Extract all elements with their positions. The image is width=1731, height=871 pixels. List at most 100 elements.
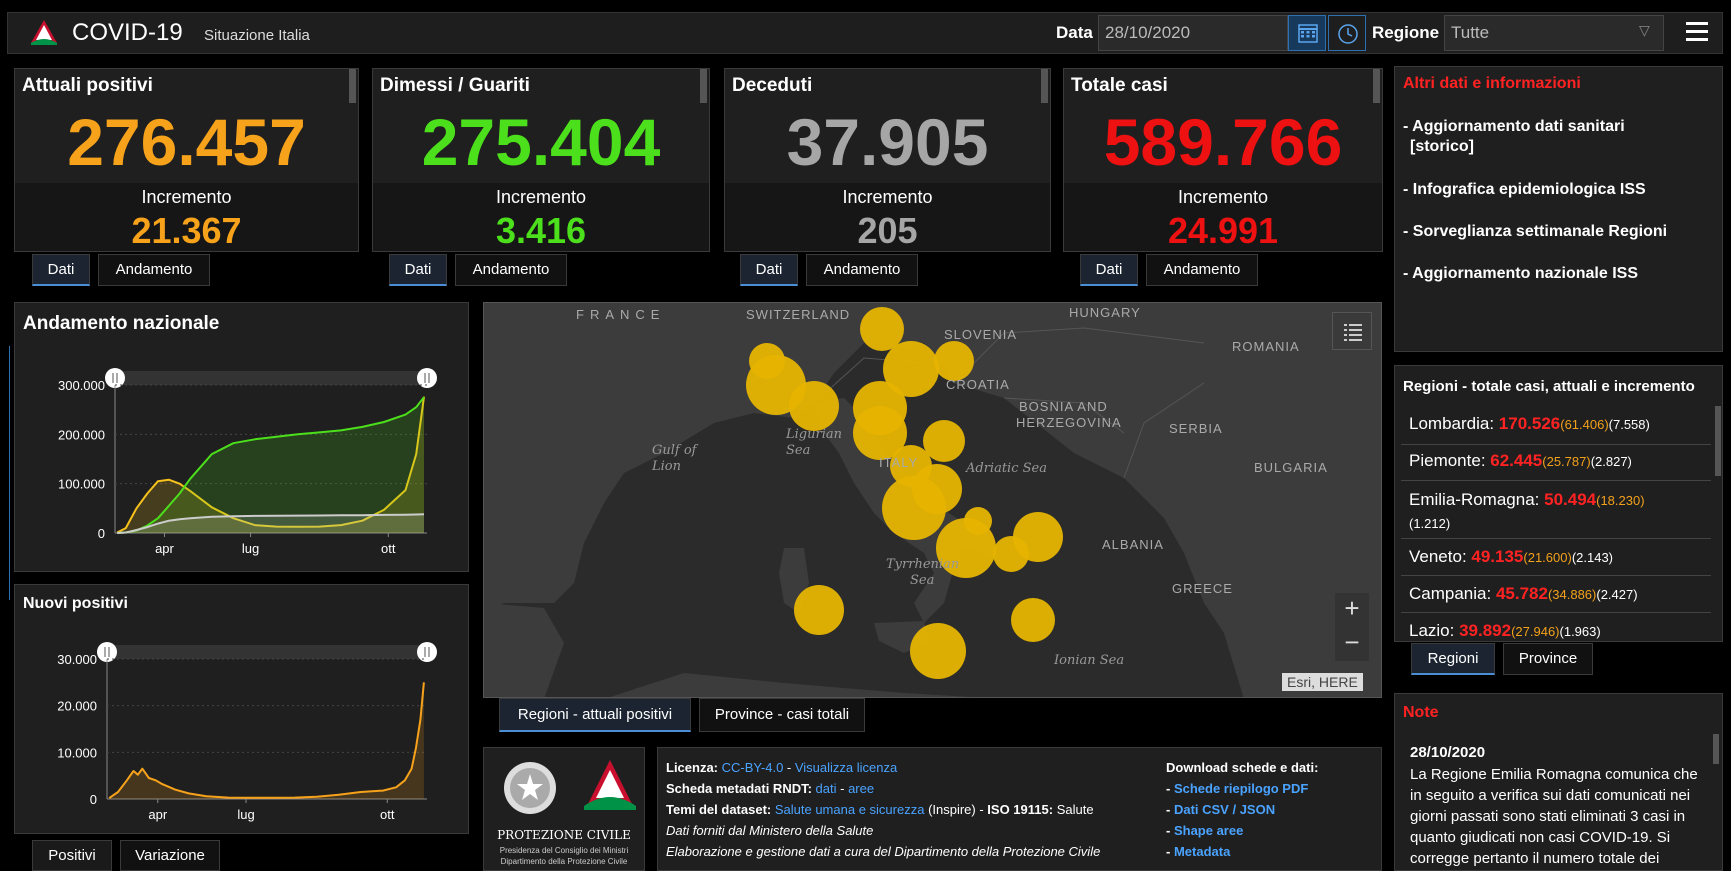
tab-andamento-guariti[interactable]: Andamento [455, 254, 567, 286]
map-label-serbia: SERBIA [1169, 421, 1223, 436]
note-text: La Regione Emilia Romagna comunica che i… [1410, 766, 1698, 867]
map-label-ligurian: Ligurian [786, 427, 842, 442]
list-item[interactable]: Lombardia: 170.526(61.406)(7.558) [1401, 409, 1711, 445]
clock-icon [1338, 24, 1358, 44]
metadata-dati-link[interactable]: dati [815, 781, 837, 796]
license-line: Licenza: CC-BY-4.0 - Visualizza licenza [666, 760, 898, 775]
series-area [117, 397, 424, 533]
y-tick-label: 30.000 [57, 652, 97, 667]
zoom-in-button[interactable]: + [1335, 593, 1369, 627]
app-subtitle: Situazione Italia [204, 27, 310, 44]
map-label-tyrrhenian-sea: Sea [910, 573, 935, 588]
region-select[interactable]: Tutte ▽ [1444, 15, 1664, 51]
range-handle-left [105, 368, 125, 388]
map-label-slovenia: SLOVENIA [944, 327, 1018, 342]
stat-increment-label: Incremento [1177, 187, 1269, 207]
download-title: Download schede e dati: [1166, 760, 1319, 775]
zoom-out-button[interactable]: − [1335, 627, 1369, 661]
regions-panel: Regioni - totale casi, attuali e increme… [1394, 365, 1723, 642]
tab-regioni[interactable]: Regioni [1411, 643, 1495, 675]
map-view[interactable]: FRANCE SWITZERLAND SLOVENIA HUNGARY ROMA… [483, 302, 1382, 698]
tab-andamento-deceduti[interactable]: Andamento [806, 254, 918, 286]
tab-province-casi-totali[interactable]: Province - casi totali [699, 698, 865, 732]
time-button[interactable] [1328, 15, 1366, 51]
info-panel: Altri dati e informazioni - Aggiornament… [1394, 66, 1723, 352]
scrollbar[interactable] [1041, 69, 1048, 103]
menu-button[interactable] [1684, 19, 1712, 47]
chevron-down-icon: ▽ [1639, 22, 1650, 38]
tab-variazione[interactable]: Variazione [120, 840, 220, 871]
date-input[interactable]: 28/10/2020 [1098, 15, 1288, 51]
map-label-albania: ALBANIA [1102, 537, 1164, 552]
stat-title: Deceduti [732, 75, 813, 96]
map-label-tyrrhenian: Tyrrhenian [886, 557, 960, 572]
list-item[interactable]: Campania: 45.782(34.886)(2.427) [1401, 576, 1711, 613]
link-aggiornamento-nazionale-iss[interactable]: - Aggiornamento nazionale ISS [1403, 265, 1638, 282]
list-item[interactable]: Veneto: 49.135(21.600)(2.143) [1401, 539, 1711, 576]
list-item[interactable]: Emilia-Romagna: 50.494(18.230) (1.212) [1401, 481, 1711, 539]
legend-button[interactable] [1332, 312, 1372, 350]
y-tick-label: 200.000 [58, 427, 105, 442]
scrollbar[interactable] [700, 69, 707, 103]
scrollbar[interactable] [1373, 69, 1380, 103]
stat-title: Dimessi / Guariti [380, 75, 530, 96]
themes-link[interactable]: Salute umana e sicurezza [774, 802, 925, 817]
stat-increment-label: Incremento [141, 187, 232, 207]
calendar-button[interactable] [1288, 15, 1326, 51]
scrollbar[interactable] [1713, 734, 1719, 764]
list-item[interactable]: Lazio: 39.892(27.946)(1.963) [1409, 621, 1601, 640]
download-shape-link[interactable]: - Shape aree [1166, 823, 1244, 838]
tab-andamento-totale[interactable]: Andamento [1146, 254, 1258, 286]
scrollbar[interactable] [1715, 406, 1721, 476]
header-bar: COVID-19 Situazione Italia Data 28/10/20… [7, 12, 1723, 54]
logo-sub1: Presidenza del Consiglio dei Ministri [499, 846, 629, 855]
note-date: 28/10/2020 [1410, 744, 1486, 761]
stat-value: 589.766 [1103, 105, 1343, 179]
tab-andamento-attuali[interactable]: Andamento [98, 254, 210, 286]
map-label-herzegovina: HERZEGOVINA [1016, 415, 1122, 430]
y-tick-label: 300.000 [58, 378, 105, 393]
themes-line: Temi del dataset: Salute umana e sicurez… [666, 802, 1094, 817]
link-sorveglianza-regioni[interactable]: - Sorveglianza settimanale Regioni [1403, 223, 1668, 240]
series-line [117, 396, 425, 534]
chart-andamento-nazionale: Andamento nazionale 0 100.000 200.000 300.0… [14, 302, 469, 572]
series-line [108, 682, 425, 799]
scrollbar[interactable] [349, 69, 356, 103]
tab-regioni-attuali-positivi[interactable]: Regioni - attuali positivi [499, 698, 691, 732]
app-logo [26, 17, 62, 49]
link-aggiornamento-dati-sanitari[interactable]: - Aggiornamento dati sanitari [1403, 118, 1625, 135]
view-license-link[interactable]: Visualizza licenza [794, 760, 898, 775]
series-line [116, 396, 425, 534]
download-csv-link[interactable]: - Dati CSV / JSON [1166, 802, 1276, 817]
chart-title: Nuovi positivi [23, 595, 128, 612]
tab-dati-guariti[interactable]: Dati [389, 254, 447, 286]
x-tick-label: ott [381, 541, 396, 556]
side-panel-handle[interactable] [0, 346, 10, 600]
tab-province[interactable]: Province [1503, 643, 1593, 675]
tab-positivi[interactable]: Positivi [32, 840, 112, 871]
tab-dati-deceduti[interactable]: Dati [740, 254, 798, 286]
link-storico[interactable]: [storico] [1410, 138, 1474, 155]
processing-line: Elaborazione e gestione dati a cura del … [666, 844, 1101, 859]
map-label-france: FRANCE [576, 307, 666, 322]
chart-nuovi-positivi: Nuovi positivi 0 10.000 20.000 30.000 apr lug… [14, 584, 469, 834]
range-slider-track [107, 645, 427, 659]
regions-title: Regioni - totale casi, attuali e increme… [1403, 378, 1695, 395]
download-pdf-link[interactable]: - Schede riepilogo PDF [1166, 781, 1309, 796]
tab-dati-attuali[interactable]: Dati [32, 254, 90, 286]
stat-increment-label: Incremento [842, 187, 933, 207]
map-label-romania: ROMANIA [1232, 339, 1300, 354]
region-label: Regione [1372, 23, 1440, 42]
link-infografica-iss[interactable]: - Infografica epidemiologica ISS [1403, 181, 1646, 198]
tab-dati-totale[interactable]: Dati [1080, 254, 1138, 286]
list-item[interactable]: Piemonte: 62.445(25.787)(2.827) [1401, 445, 1711, 481]
metadata-aree-link[interactable]: aree [848, 781, 875, 796]
footer-info-panel: Licenza: CC-BY-4.0 - Visualizza licenza … [657, 747, 1382, 871]
metadata-line: Scheda metadati RNDT: dati - aree [666, 781, 875, 796]
x-tick-label: lug [237, 807, 254, 822]
license-link[interactable]: CC-BY-4.0 [721, 760, 784, 775]
y-tick-label: 100.000 [58, 477, 105, 492]
map-label-ionian: Ionian Sea [1054, 653, 1125, 668]
stat-title: Attuali positivi [22, 75, 153, 96]
download-metadata-link[interactable]: - Metadata [1166, 844, 1231, 859]
